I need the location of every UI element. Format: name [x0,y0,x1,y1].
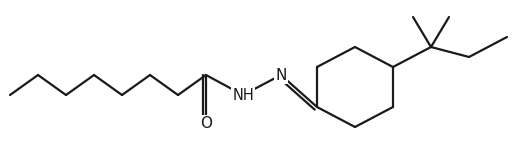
Text: O: O [200,117,212,131]
Text: NH: NH [232,87,254,102]
Text: N: N [275,68,287,83]
